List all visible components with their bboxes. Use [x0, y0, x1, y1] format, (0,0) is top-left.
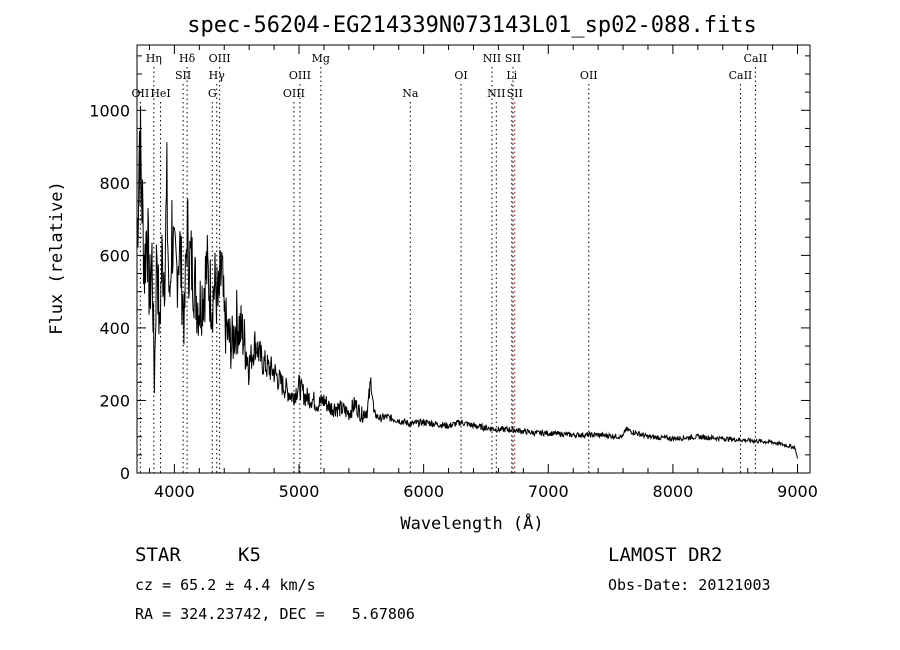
- redshift-text: cz = 65.2 ± 4.4 km/s: [135, 576, 316, 594]
- x-tick-label: 8000: [653, 482, 694, 501]
- tick-layer: 4000 5000 6000 7000 8000 9000 0 200 400 600 800 100…: [89, 45, 818, 501]
- x-tick-label: 9000: [777, 482, 818, 501]
- line-marker-label: CaII: [744, 52, 768, 65]
- line-marker-label: Na: [402, 87, 419, 100]
- obs-date: Obs-Date: 20121003: [608, 576, 771, 594]
- y-tick-label: 200: [99, 391, 130, 410]
- line-marker-label: OI: [454, 69, 467, 82]
- x-axis-label: Wavelength (Å): [400, 512, 543, 534]
- x-tick-label: 6000: [403, 482, 444, 501]
- y-tick-label: 600: [99, 246, 130, 265]
- y-axis-label: Flux (relative): [47, 181, 67, 335]
- line-marker-label: G: [208, 87, 217, 100]
- object-subclass: K5: [238, 544, 261, 566]
- coordinates: RA = 324.23742, DEC = 5.67806: [135, 605, 415, 623]
- line-marker-label: SII: [175, 69, 191, 82]
- x-tick-label: 7000: [528, 482, 569, 501]
- plot-frame: [136, 44, 811, 474]
- line-marker-label: Mg: [312, 52, 330, 65]
- chart-title: spec-56204-EG214339N073143L01_sp02-088.f…: [187, 13, 757, 38]
- line-marker-label: NII: [483, 52, 501, 65]
- line-marker-label: Hγ: [209, 69, 226, 82]
- line-marker-label: OIII: [283, 87, 305, 100]
- x-tick-label: 5000: [279, 482, 320, 501]
- line-marker-label: CaII: [729, 69, 753, 82]
- y-tick-label: 800: [99, 174, 130, 193]
- object-class: STAR: [135, 544, 181, 566]
- survey-name: LAMOST DR2: [608, 544, 723, 566]
- line-marker-label: OIII: [289, 69, 311, 82]
- line-marker-label: Hη: [146, 52, 162, 65]
- y-tick-label: 0: [120, 464, 130, 483]
- line-marker-label: OII: [580, 69, 598, 82]
- y-tick-label: 400: [99, 319, 130, 338]
- line-marker-label: SII: [507, 87, 523, 100]
- line-marker-label: Hδ: [179, 52, 196, 65]
- line-marker-label: OIII: [209, 52, 231, 65]
- line-marker-label: NII: [487, 87, 505, 100]
- y-tick-label: 1000: [89, 101, 130, 120]
- line-marker-label: Li: [506, 69, 517, 82]
- line-marker-label: OII: [132, 87, 150, 100]
- line-marker-label: SII: [505, 52, 521, 65]
- line-marker-label: HeI: [150, 87, 170, 100]
- spectrum-line: [136, 105, 798, 459]
- x-tick-label: 4000: [154, 482, 195, 501]
